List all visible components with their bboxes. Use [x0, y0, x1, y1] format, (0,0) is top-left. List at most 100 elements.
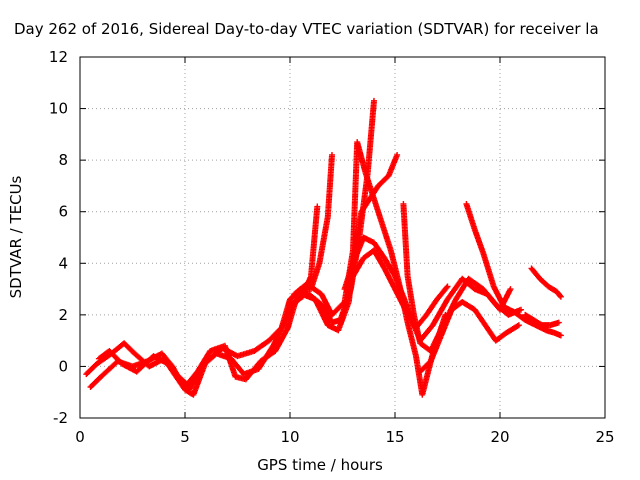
data-point-segment: [410, 311, 423, 345]
data-point-segment: [392, 286, 408, 312]
series-track-10: [463, 200, 564, 339]
data-point-segment: [438, 308, 455, 339]
data-point-segment: [480, 286, 498, 307]
data-point-segment: [272, 326, 291, 354]
data-point-segment: [381, 265, 398, 291]
data-point-segment: [312, 296, 331, 327]
series-track-12: [522, 311, 562, 329]
data-point-segment: [308, 205, 321, 280]
data-point: [314, 203, 321, 210]
data-point-segment: [371, 247, 387, 271]
x-tick-label: 15: [385, 428, 404, 446]
data-point-segment: [350, 235, 366, 267]
chart-title: Day 262 of 2016, Sidereal Day-to-day VTE…: [14, 20, 599, 38]
data-point-segment: [400, 200, 411, 278]
data-point-segment: [354, 139, 369, 175]
data-point-segment: [385, 153, 400, 179]
y-tick-label: 6: [58, 203, 68, 221]
data-point: [557, 332, 564, 339]
data-point-segment: [545, 283, 559, 294]
plot-frame: [79, 56, 606, 419]
data-point-segment: [184, 369, 200, 388]
data-point-segment: [287, 292, 305, 313]
data-point: [444, 283, 451, 290]
data-point-segment: [98, 359, 120, 380]
data-point-segment: [303, 280, 324, 297]
data-point: [507, 286, 514, 293]
data-point-segment: [503, 322, 521, 336]
y-tick-label: 2: [58, 306, 68, 324]
data-point-segment: [427, 333, 444, 365]
data-point-segment: [480, 249, 497, 288]
data-point: [518, 306, 524, 313]
data-point-segment: [194, 349, 213, 375]
data-point-segment: [329, 300, 347, 318]
data-point-segment: [242, 359, 263, 383]
data-point-segment: [459, 298, 477, 312]
data-point-segment: [492, 301, 511, 317]
data-point-segment: [165, 360, 181, 379]
data-point-segment: [257, 348, 278, 365]
data-point: [555, 319, 562, 326]
x-tick-label: 25: [595, 428, 614, 446]
data-point: [394, 151, 401, 158]
data-point-segment: [423, 297, 440, 318]
data-point-segment: [528, 265, 542, 281]
y-tick-label: 10: [49, 100, 68, 118]
x-tick-label: 0: [75, 428, 85, 446]
data-point-segment: [371, 195, 385, 227]
data-point: [371, 97, 377, 104]
data-point-segment: [511, 309, 528, 323]
data-point-segment: [350, 256, 366, 280]
data-point-segment: [221, 342, 238, 379]
data-point-segment: [87, 374, 103, 391]
data-point-segment: [492, 330, 509, 344]
data-point-segment: [471, 306, 488, 327]
data-point-segment: [121, 340, 137, 356]
data-point: [329, 151, 335, 158]
data-point-segment: [106, 347, 124, 366]
data-point-segment: [404, 319, 419, 358]
data-point-segment: [318, 301, 335, 325]
data-point-segment: [318, 291, 335, 317]
y-tick-label: -2: [53, 409, 68, 427]
data-point-segment: [270, 318, 289, 349]
data-point-segment: [150, 353, 170, 367]
data-point-segment: [536, 275, 551, 289]
data-point-segment: [482, 322, 498, 343]
data-point-segment: [452, 277, 471, 303]
data-point-segment: [522, 311, 536, 323]
data-point-segment: [553, 288, 564, 299]
y-axis-label: SDTVAR / TECUs: [7, 175, 25, 299]
data-point-segment: [119, 360, 139, 374]
grid-lines: [80, 57, 605, 418]
data-point-segment: [381, 255, 398, 278]
series-track-3: [95, 97, 377, 388]
data-point-segment: [434, 284, 450, 303]
data-point-segment: [83, 361, 99, 378]
data-point-segment: [341, 261, 356, 293]
data-points: [83, 97, 564, 398]
data-point-segment: [93, 351, 114, 367]
data-point-segment: [291, 281, 309, 298]
axis-ticks: 0 5 10 15 20 25 -2 0 2 4 6 8 10 12: [49, 48, 615, 446]
data-point-segment: [417, 359, 433, 375]
x-tick-label: 10: [280, 428, 299, 446]
data-point-segment: [207, 343, 227, 354]
data-point-segment: [471, 226, 486, 255]
x-tick-label: 5: [180, 428, 190, 446]
data-point-segment: [324, 153, 335, 220]
y-tick-label: 12: [49, 48, 68, 66]
data-point-segment: [316, 215, 331, 267]
data-point-segment: [234, 348, 256, 360]
data-point-segment: [465, 275, 485, 292]
data-point-segment: [530, 317, 544, 328]
data-point-segment: [364, 99, 377, 177]
data-point-segment: [251, 338, 271, 354]
data-point-segment: [335, 300, 352, 334]
y-tick-label: 8: [58, 151, 68, 169]
data-point: [557, 293, 564, 300]
data-point-segment: [371, 239, 387, 260]
data-point-segment: [350, 140, 361, 254]
data-point-segment: [133, 354, 156, 375]
